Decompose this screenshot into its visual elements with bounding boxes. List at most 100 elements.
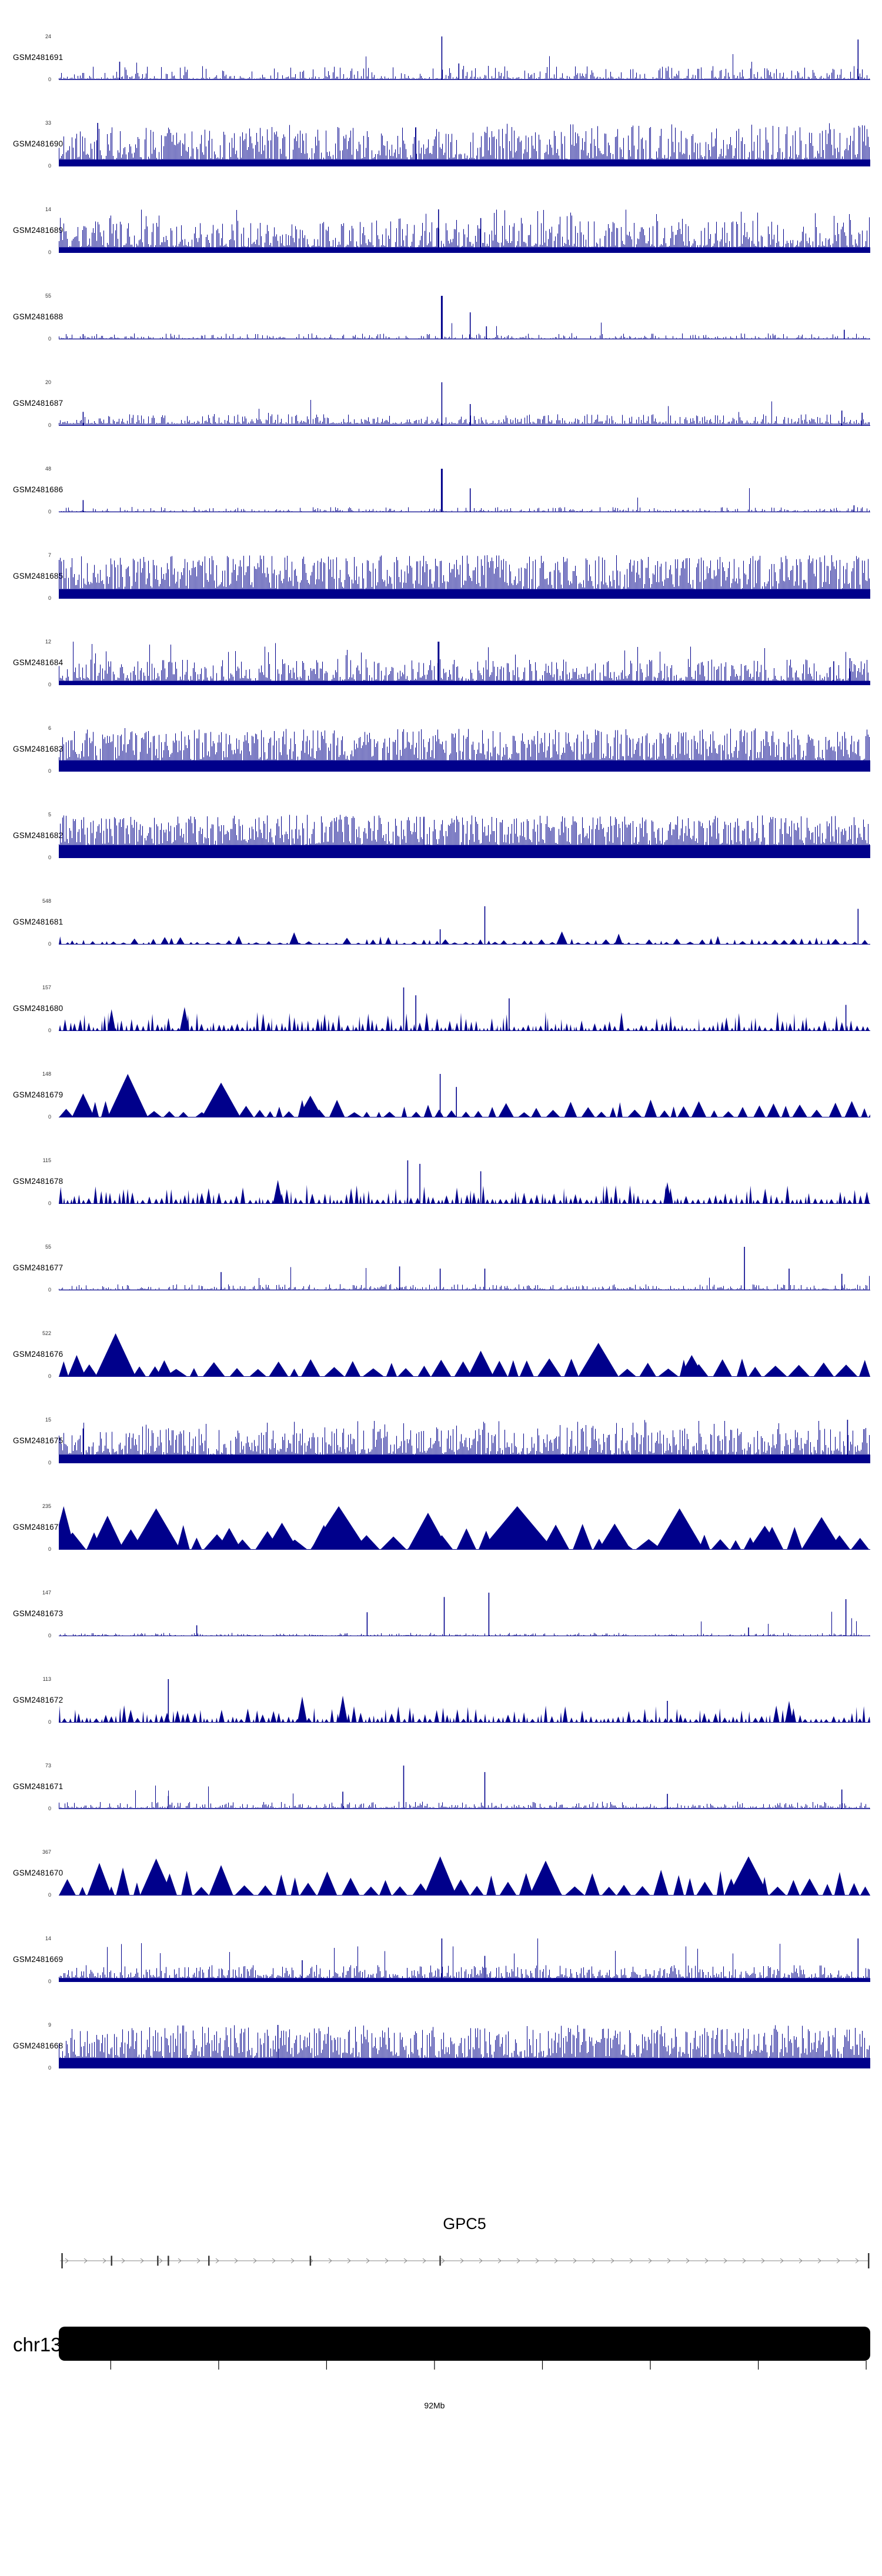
track-row: GSM2481687 20 0 [0,361,882,448]
tracks-panel: GSM2481691 24 0 GSM2481690 33 0 GSM24816… [0,15,882,2090]
track-signal-plot [59,815,870,858]
track-signal-plot [59,2025,870,2068]
track-signal-plot [59,1074,870,1117]
track-ymax-label: 9 [48,2022,51,2028]
track-label: GSM2481671 [13,1782,64,1791]
track-label: GSM2481682 [13,831,64,840]
track-ymax-label: 5 [48,812,51,817]
track-ymin-label: 0 [48,249,51,255]
track-signal-plot [59,382,870,426]
track-row: GSM2481681 548 0 [0,880,882,966]
track-row: GSM2481685 7 0 [0,534,882,620]
track-signal-plot [59,1593,870,1636]
track-label: GSM2481675 [13,1436,64,1445]
track-row: GSM2481671 73 0 [0,1744,882,1831]
track-ymin-label: 0 [48,1546,51,1552]
track-row: GSM2481688 55 0 [0,275,882,361]
track-ymax-label: 73 [45,1763,51,1769]
track-ymax-label: 157 [42,985,51,990]
track-row: GSM2481678 115 0 [0,1139,882,1226]
track-ymax-label: 148 [42,1071,51,1077]
track-ymin-label: 0 [48,1287,51,1293]
track-label: GSM2481668 [13,2041,64,2050]
track-row: GSM2481683 6 0 [0,707,882,793]
track-label: GSM2481691 [13,53,64,62]
track-signal-plot [59,1160,870,1204]
track-ymin-label: 0 [48,1892,51,1898]
track-ymax-label: 33 [45,120,51,126]
track-ymax-label: 12 [45,639,51,645]
track-ymin-label: 0 [48,509,51,515]
track-label: GSM2481684 [13,658,64,667]
track-signal-plot [59,1506,870,1550]
track-label: GSM2481685 [13,572,64,580]
track-label: GSM2481672 [13,1696,64,1704]
track-ymin-label: 0 [48,855,51,860]
track-row: GSM2481673 147 0 [0,1571,882,1658]
track-signal-plot [59,469,870,512]
track-signal-plot [59,642,870,685]
track-signal-plot [59,123,870,166]
track-signal-plot [59,1420,870,1463]
track-label: GSM2481677 [13,1263,64,1272]
track-ymin-label: 0 [48,595,51,601]
track-row: GSM2481672 113 0 [0,1658,882,1744]
track-label: GSM2481690 [13,139,64,148]
gene-name-label: GPC5 [443,2215,486,2233]
track-ymax-label: 115 [42,1157,51,1163]
track-ymax-label: 147 [42,1590,51,1596]
track-ymax-label: 235 [42,1503,51,1509]
track-signal-plot [59,1938,870,1982]
track-ymax-label: 20 [45,379,51,385]
coordinate-tick-label: 92Mb [424,2401,445,2410]
track-ymax-label: 6 [48,725,51,731]
track-ymax-label: 7 [48,552,51,558]
track-row: GSM2481691 24 0 [0,15,882,102]
track-signal-plot [59,1679,870,1723]
track-label: GSM2481673 [13,1609,64,1618]
track-row: GSM2481674 235 0 [0,1485,882,1571]
track-label: GSM2481679 [13,1090,64,1099]
track-label: GSM2481688 [13,312,64,321]
track-signal-plot [59,987,870,1031]
track-signal-plot [59,728,870,772]
track-signal-plot [59,1333,870,1377]
track-label: GSM2481670 [13,1868,64,1877]
track-row: GSM2481670 367 0 [0,1831,882,1917]
track-row: GSM2481684 12 0 [0,620,882,707]
chromosome-ideogram [59,2327,870,2361]
track-ymin-label: 0 [48,422,51,428]
track-label: GSM2481681 [13,917,64,926]
track-ymax-label: 113 [42,1676,51,1682]
track-signal-plot [59,36,870,80]
track-ymax-label: 548 [42,898,51,904]
track-ymin-label: 0 [48,1806,51,1811]
track-ymax-label: 48 [45,466,51,472]
track-signal-plot [59,209,870,253]
track-ymax-label: 15 [45,1417,51,1423]
track-ymin-label: 0 [48,336,51,342]
track-row: GSM2481668 9 0 [0,2004,882,2090]
track-ymax-label: 522 [42,1330,51,1336]
track-ymax-label: 24 [45,34,51,39]
track-label: GSM2481689 [13,226,64,235]
track-ymin-label: 0 [48,2065,51,2071]
track-ymin-label: 0 [48,1978,51,1984]
track-label: GSM2481683 [13,745,64,753]
chromosome-label: chr13 [13,2334,62,2355]
track-ymin-label: 0 [48,1027,51,1033]
track-row: GSM2481690 33 0 [0,102,882,188]
track-label: GSM2481669 [13,1955,64,1964]
track-ymin-label: 0 [48,941,51,947]
track-signal-plot [59,1766,870,1809]
track-ymax-label: 55 [45,293,51,299]
track-signal-plot [59,296,870,339]
coordinate-ruler [110,2361,867,2370]
track-row: GSM2481680 157 0 [0,966,882,1053]
track-row: GSM2481669 14 0 [0,1917,882,2004]
track-row: GSM2481676 522 0 [0,1312,882,1399]
track-label: GSM2481686 [13,485,64,494]
track-row: GSM2481682 5 0 [0,793,882,880]
track-ymax-label: 55 [45,1244,51,1250]
